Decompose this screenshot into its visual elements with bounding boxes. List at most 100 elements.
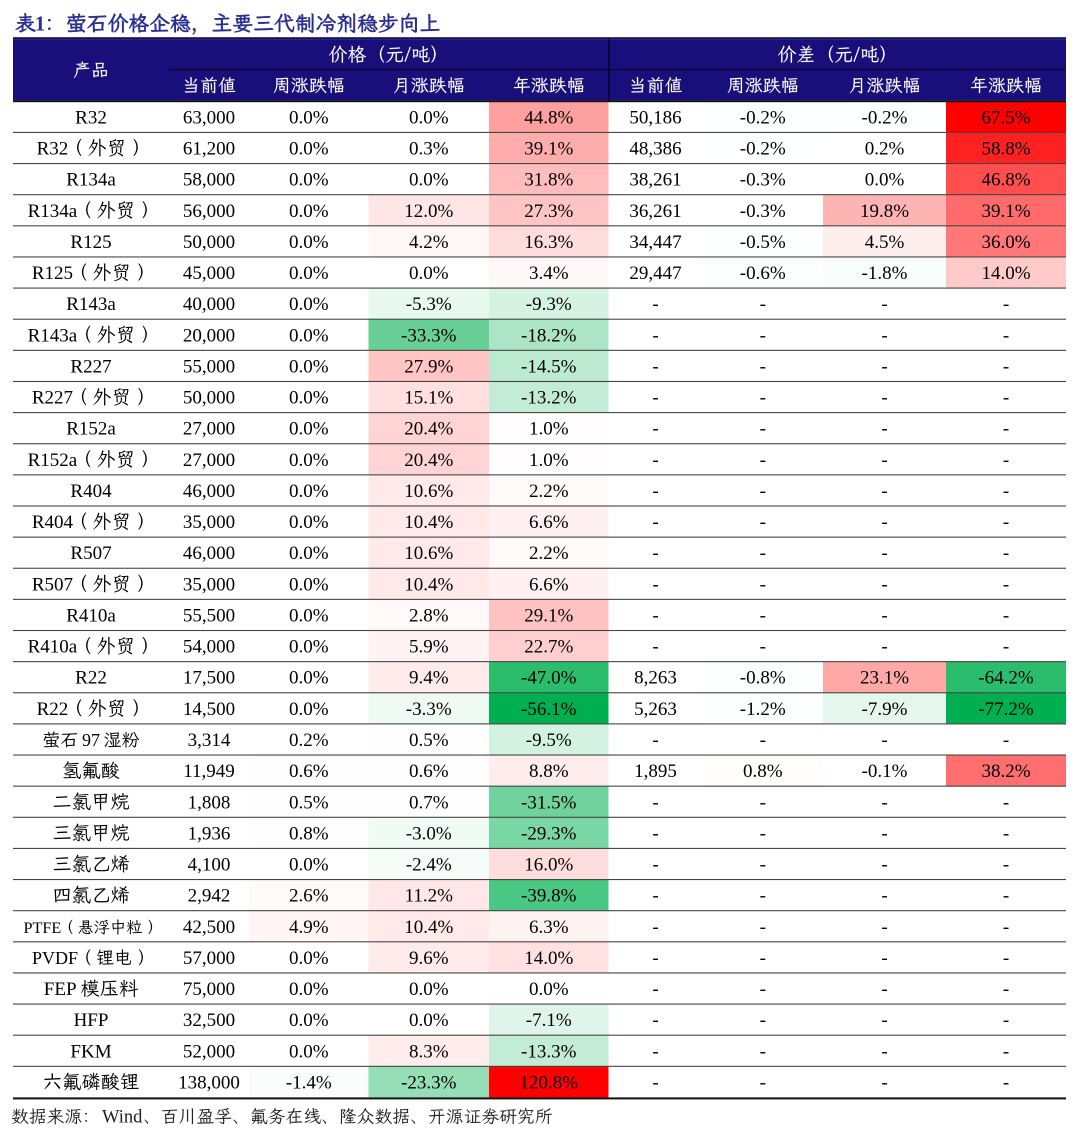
svg-text:1,895: 1,895 bbox=[634, 761, 677, 782]
svg-text:35,000: 35,000 bbox=[183, 574, 235, 595]
svg-text:-: - bbox=[760, 855, 766, 876]
svg-text:1.0%: 1.0% bbox=[529, 419, 569, 440]
svg-text:20,000: 20,000 bbox=[183, 325, 235, 346]
svg-text:10.4%: 10.4% bbox=[404, 917, 453, 938]
svg-text:-31.5%: -31.5% bbox=[521, 792, 577, 813]
svg-text:R507: R507 bbox=[70, 543, 111, 564]
svg-text:-: - bbox=[1003, 792, 1009, 813]
svg-text:17,500: 17,500 bbox=[183, 668, 235, 689]
svg-text:10.4%: 10.4% bbox=[404, 512, 453, 533]
svg-text:R410a: R410a bbox=[28, 637, 78, 658]
svg-text:2.8%: 2.8% bbox=[409, 605, 449, 626]
svg-text:-29.3%: -29.3% bbox=[521, 823, 577, 844]
svg-text:-: - bbox=[881, 948, 887, 969]
svg-text:16.0%: 16.0% bbox=[524, 855, 573, 876]
svg-text:2.2%: 2.2% bbox=[529, 481, 569, 502]
svg-text:0.0%: 0.0% bbox=[409, 263, 449, 284]
svg-text:44.8%: 44.8% bbox=[524, 107, 573, 128]
svg-text:36,261: 36,261 bbox=[629, 201, 681, 222]
svg-text:-: - bbox=[760, 512, 766, 533]
svg-text:1,808: 1,808 bbox=[188, 792, 231, 813]
svg-text:20.4%: 20.4% bbox=[404, 419, 453, 440]
svg-text:29,447: 29,447 bbox=[629, 263, 681, 284]
svg-text:54,000: 54,000 bbox=[183, 637, 235, 658]
svg-text:-18.2%: -18.2% bbox=[521, 325, 577, 346]
svg-text:-: - bbox=[760, 481, 766, 502]
svg-text:R404: R404 bbox=[32, 512, 74, 533]
svg-text:-: - bbox=[881, 294, 887, 315]
svg-text:-: - bbox=[652, 1072, 658, 1093]
svg-text:9.6%: 9.6% bbox=[409, 948, 449, 969]
svg-text:-: - bbox=[652, 637, 658, 658]
svg-text:-: - bbox=[881, 356, 887, 377]
svg-text:-: - bbox=[760, 605, 766, 626]
svg-text:-: - bbox=[881, 605, 887, 626]
svg-text:-3.3%: -3.3% bbox=[406, 699, 452, 720]
svg-text:HFP: HFP bbox=[74, 1010, 109, 1031]
svg-text:-: - bbox=[1003, 1010, 1009, 1031]
svg-text:-: - bbox=[881, 574, 887, 595]
svg-text:R404: R404 bbox=[70, 481, 112, 502]
svg-text:-: - bbox=[1003, 481, 1009, 502]
svg-text:R227: R227 bbox=[32, 388, 73, 409]
svg-text:75,000: 75,000 bbox=[183, 979, 235, 1000]
svg-text:-: - bbox=[652, 1041, 658, 1062]
svg-text:36.0%: 36.0% bbox=[981, 232, 1030, 253]
svg-text:-: - bbox=[1003, 356, 1009, 377]
svg-text:57,000: 57,000 bbox=[183, 948, 235, 969]
svg-text:1: 1 bbox=[35, 12, 46, 36]
svg-text:0.0%: 0.0% bbox=[289, 419, 329, 440]
svg-text:-: - bbox=[760, 450, 766, 471]
svg-text:6.6%: 6.6% bbox=[529, 512, 569, 533]
svg-text:-39.8%: -39.8% bbox=[521, 886, 577, 907]
svg-text:8.8%: 8.8% bbox=[529, 761, 569, 782]
svg-text:-: - bbox=[881, 1010, 887, 1031]
svg-text:0.0%: 0.0% bbox=[289, 668, 329, 689]
svg-text:-: - bbox=[760, 730, 766, 751]
svg-text:-14.5%: -14.5% bbox=[521, 356, 577, 377]
svg-text:63,000: 63,000 bbox=[183, 107, 235, 128]
svg-text:19.8%: 19.8% bbox=[860, 201, 909, 222]
svg-text:34,447: 34,447 bbox=[629, 232, 681, 253]
svg-text:39.1%: 39.1% bbox=[524, 139, 573, 160]
svg-text:0.0%: 0.0% bbox=[289, 388, 329, 409]
svg-text:8.3%: 8.3% bbox=[409, 1041, 449, 1062]
svg-text:-: - bbox=[881, 512, 887, 533]
svg-text:-: - bbox=[1003, 917, 1009, 938]
svg-text:-: - bbox=[760, 574, 766, 595]
svg-text:-0.6%: -0.6% bbox=[740, 263, 786, 284]
svg-text:46.8%: 46.8% bbox=[981, 170, 1030, 191]
svg-text:-: - bbox=[881, 481, 887, 502]
svg-text:-: - bbox=[652, 543, 658, 564]
svg-text:-1.8%: -1.8% bbox=[862, 263, 908, 284]
svg-text:-: - bbox=[652, 823, 658, 844]
svg-text:-77.2%: -77.2% bbox=[978, 699, 1034, 720]
svg-text:0.8%: 0.8% bbox=[289, 823, 329, 844]
svg-text:-: - bbox=[652, 356, 658, 377]
svg-text:0.2%: 0.2% bbox=[289, 730, 329, 751]
svg-text:-: - bbox=[881, 886, 887, 907]
svg-text:-13.3%: -13.3% bbox=[521, 1041, 577, 1062]
svg-text:-: - bbox=[881, 325, 887, 346]
svg-text:-: - bbox=[1003, 637, 1009, 658]
svg-text:15.1%: 15.1% bbox=[404, 388, 453, 409]
svg-text:-: - bbox=[881, 917, 887, 938]
svg-text:0.0%: 0.0% bbox=[289, 481, 329, 502]
svg-text:-: - bbox=[652, 855, 658, 876]
svg-text:58.8%: 58.8% bbox=[981, 139, 1030, 160]
svg-text:0.0%: 0.0% bbox=[289, 855, 329, 876]
svg-text:0.0%: 0.0% bbox=[289, 170, 329, 191]
svg-text:0.0%: 0.0% bbox=[289, 605, 329, 626]
svg-text:-: - bbox=[1003, 605, 1009, 626]
svg-text:0.0%: 0.0% bbox=[529, 979, 569, 1000]
svg-text:-23.3%: -23.3% bbox=[401, 1072, 457, 1093]
svg-text:-: - bbox=[1003, 979, 1009, 1000]
svg-text:-: - bbox=[1003, 823, 1009, 844]
svg-text:R143a: R143a bbox=[66, 294, 116, 315]
svg-text:-: - bbox=[652, 730, 658, 751]
svg-text:2,942: 2,942 bbox=[188, 886, 231, 907]
svg-text:R143a: R143a bbox=[28, 325, 78, 346]
svg-text:0.0%: 0.0% bbox=[409, 979, 449, 1000]
svg-text:14.0%: 14.0% bbox=[981, 263, 1030, 284]
svg-text:38,261: 38,261 bbox=[629, 170, 681, 191]
